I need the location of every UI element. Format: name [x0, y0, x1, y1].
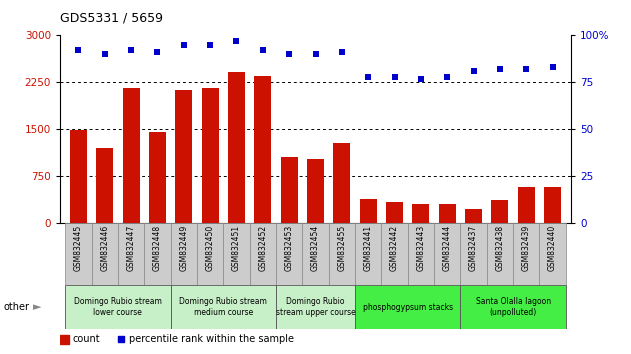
Bar	[360, 199, 377, 223]
Point	[116, 336, 126, 342]
Bar	[144, 223, 170, 285]
Bar	[96, 148, 114, 223]
Point	[232, 38, 242, 44]
Bar	[122, 88, 139, 223]
Bar	[465, 209, 482, 223]
Point	[284, 51, 294, 57]
Point	[205, 42, 215, 47]
Point	[442, 74, 452, 80]
Text: other: other	[3, 302, 29, 312]
Bar	[149, 132, 166, 223]
Point	[363, 74, 374, 80]
Text: Domingo Rubio stream
lower course: Domingo Rubio stream lower course	[74, 297, 162, 317]
Bar	[281, 157, 298, 223]
Bar	[307, 159, 324, 223]
Text: GDS5331 / 5659: GDS5331 / 5659	[60, 12, 163, 25]
Bar	[170, 223, 197, 285]
Bar	[250, 223, 276, 285]
Text: GSM832450: GSM832450	[206, 225, 215, 271]
Text: Santa Olalla lagoon
(unpolluted): Santa Olalla lagoon (unpolluted)	[476, 297, 551, 317]
Text: GSM832441: GSM832441	[363, 225, 373, 271]
Bar	[65, 223, 91, 285]
Bar	[492, 200, 509, 223]
Bar	[65, 285, 170, 329]
Text: GSM832451: GSM832451	[232, 225, 241, 271]
Bar	[513, 223, 540, 285]
Bar	[302, 223, 329, 285]
Text: GSM832437: GSM832437	[469, 225, 478, 271]
Text: GSM832447: GSM832447	[127, 225, 136, 271]
Point	[469, 68, 479, 74]
Text: GSM832452: GSM832452	[258, 225, 268, 271]
Point	[126, 47, 136, 53]
Text: GSM832454: GSM832454	[311, 225, 320, 271]
Text: percentile rank within the sample: percentile rank within the sample	[129, 334, 294, 344]
Text: GSM832443: GSM832443	[416, 225, 425, 271]
Bar	[276, 285, 355, 329]
Bar	[228, 72, 245, 223]
Bar	[355, 223, 381, 285]
Bar	[60, 335, 69, 344]
Bar	[434, 223, 461, 285]
Bar	[223, 223, 250, 285]
Text: GSM832445: GSM832445	[74, 225, 83, 271]
Bar	[333, 143, 350, 223]
Text: GSM832440: GSM832440	[548, 225, 557, 271]
Text: count: count	[73, 334, 100, 344]
Bar	[408, 223, 434, 285]
Text: Domingo Rubio stream
medium course: Domingo Rubio stream medium course	[179, 297, 267, 317]
Point	[389, 74, 399, 80]
Bar	[329, 223, 355, 285]
Bar	[201, 88, 219, 223]
Point	[416, 76, 426, 81]
Bar	[540, 223, 566, 285]
Point	[521, 66, 531, 72]
Text: ►: ►	[33, 302, 41, 312]
Point	[152, 50, 162, 55]
Point	[257, 47, 268, 53]
Text: GSM832455: GSM832455	[338, 225, 346, 271]
Bar	[70, 131, 87, 223]
Bar	[487, 223, 513, 285]
Text: Domingo Rubio
stream upper course: Domingo Rubio stream upper course	[276, 297, 355, 317]
Bar	[254, 76, 271, 223]
Bar	[381, 223, 408, 285]
Bar	[439, 204, 456, 223]
Point	[495, 66, 505, 72]
Point	[73, 47, 83, 53]
Text: GSM832453: GSM832453	[285, 225, 293, 271]
Bar	[412, 204, 430, 223]
Point	[100, 51, 110, 57]
Text: GSM832442: GSM832442	[390, 225, 399, 271]
Bar	[517, 187, 535, 223]
Bar	[386, 202, 403, 223]
Bar	[175, 90, 192, 223]
Text: phosphogypsum stacks: phosphogypsum stacks	[363, 303, 453, 312]
Text: GSM832438: GSM832438	[495, 225, 504, 271]
Point	[548, 64, 558, 70]
Text: GSM832449: GSM832449	[179, 225, 188, 271]
Bar	[544, 187, 561, 223]
Bar	[197, 223, 223, 285]
Point	[310, 51, 321, 57]
Bar	[118, 223, 144, 285]
Point	[179, 42, 189, 47]
Bar	[461, 223, 487, 285]
Bar	[355, 285, 461, 329]
Text: GSM832446: GSM832446	[100, 225, 109, 271]
Bar	[91, 223, 118, 285]
Bar	[170, 285, 276, 329]
Bar	[461, 285, 566, 329]
Point	[337, 50, 347, 55]
Text: GSM832439: GSM832439	[522, 225, 531, 271]
Text: GSM832444: GSM832444	[443, 225, 452, 271]
Text: GSM832448: GSM832448	[153, 225, 162, 271]
Bar	[276, 223, 302, 285]
